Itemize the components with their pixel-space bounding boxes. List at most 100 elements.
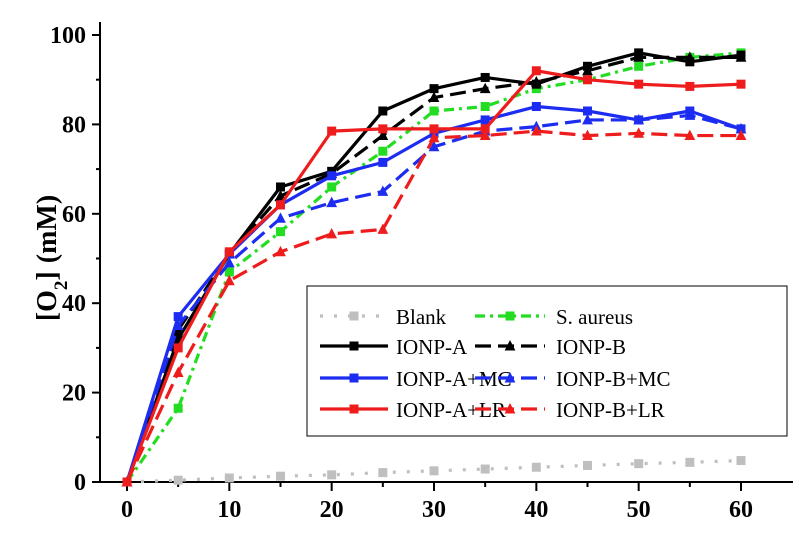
data-point-ionp-a-lr xyxy=(429,124,439,134)
data-point-ionp-a-lr xyxy=(480,124,490,134)
legend-label-blank: Blank xyxy=(396,305,447,329)
series-ionp-a-lr xyxy=(122,66,746,487)
data-point-ionp-b-lr xyxy=(326,227,338,239)
series-ionp-b-lr xyxy=(121,125,747,487)
data-point-ionp-a xyxy=(173,334,183,344)
x-tick-label: 30 xyxy=(422,497,446,523)
data-point-ionp-a-mc xyxy=(531,102,541,112)
data-point-ionp-b-mc xyxy=(275,212,286,223)
x-tick-label: 40 xyxy=(524,497,548,523)
data-point-ionp-b-mc xyxy=(326,196,338,208)
data-point-ionp-b-mc xyxy=(582,113,593,125)
data-point-ionp-a-lr xyxy=(634,79,644,89)
data-point-ionp-b xyxy=(684,51,696,62)
x-tick-label: 20 xyxy=(320,497,344,523)
y-axis-title-close: ] xyxy=(32,271,63,280)
data-point-blank xyxy=(224,473,234,483)
legend: Blank S. aureus IONP-A IONP-B IONP-A+MC IONP-… xyxy=(306,285,788,437)
legend-label-ionp-b: IONP-B xyxy=(556,335,626,359)
legend-entry-s-aureus: S. aureus xyxy=(475,305,633,329)
data-point-blank xyxy=(173,475,183,485)
legend-label-ionp-a: IONP-A xyxy=(396,335,468,359)
legend-label-ionp-a-mc: IONP-A+MC xyxy=(396,367,512,391)
data-point-ionp-a-lr xyxy=(327,126,337,136)
data-point-ionp-a-mc xyxy=(327,171,337,181)
y-axis-title-unit: (mM) xyxy=(32,195,63,263)
data-point-blank xyxy=(276,471,285,481)
data-point-ionp-a-mc xyxy=(480,115,490,125)
data-point-ionp-a-lr xyxy=(378,124,388,134)
axes: 0 10 20 30 40 50 60 0 20 40 60 80 100 xyxy=(50,22,793,523)
data-point-ionp-b xyxy=(377,129,389,141)
legend-entry-ionp-a: IONP-A xyxy=(320,335,468,359)
data-point-ionp-b-lr xyxy=(582,129,593,141)
data-point-s-aureus xyxy=(173,403,183,413)
legend-label-ionp-b-mc: IONP-B+MC xyxy=(556,367,671,391)
data-point-ionp-b-mc xyxy=(428,140,440,152)
data-point-s-aureus xyxy=(429,106,439,116)
data-point-ionp-a-lr xyxy=(173,343,183,353)
data-point-blank xyxy=(429,466,439,476)
data-point-ionp-b-lr xyxy=(735,129,747,141)
legend-marker-ionp-a-mc xyxy=(349,373,359,383)
y-tick-label: 20 xyxy=(62,381,86,407)
data-point-ionp-b-lr xyxy=(684,129,696,141)
data-point-ionp-b-lr xyxy=(223,274,235,286)
data-point-ionp-b-lr xyxy=(633,127,645,138)
y-tick-label: 60 xyxy=(62,202,86,228)
data-point-s-aureus xyxy=(327,182,337,192)
data-point-ionp-b-lr xyxy=(121,476,133,487)
data-point-ionp-a-lr xyxy=(531,66,541,76)
y-tick-label: 100 xyxy=(50,23,86,49)
data-point-s-aureus xyxy=(634,61,644,71)
x-tick-label: 50 xyxy=(627,497,651,523)
x-tick-label: 60 xyxy=(729,497,753,523)
data-point-ionp-a xyxy=(378,106,388,116)
data-point-ionp-b-lr xyxy=(275,245,286,257)
legend-entry-ionp-a-lr: IONP-A+LR xyxy=(320,398,506,422)
data-point-blank xyxy=(480,464,490,474)
data-point-ionp-a-lr xyxy=(224,247,234,257)
legend-marker-blank xyxy=(349,311,359,321)
data-point-ionp-b xyxy=(633,51,645,62)
data-point-ionp-b xyxy=(735,51,747,62)
data-point-blank xyxy=(634,459,644,469)
y-tick-label: 40 xyxy=(62,291,86,317)
data-point-s-aureus xyxy=(224,267,234,277)
data-point-ionp-b xyxy=(582,64,593,76)
data-point-ionp-b-lr xyxy=(479,129,491,141)
data-point-s-aureus xyxy=(378,146,388,156)
legend-entry-ionp-b-mc: IONP-B+MC xyxy=(475,367,671,391)
legend-box xyxy=(306,285,788,437)
x-tick-label: 10 xyxy=(217,497,241,523)
data-point-s-aureus xyxy=(480,102,490,112)
data-point-ionp-b xyxy=(530,75,542,87)
y-tick-label: 80 xyxy=(62,112,86,138)
data-point-ionp-b xyxy=(275,189,286,201)
data-point-ionp-a xyxy=(429,84,439,94)
data-point-ionp-a xyxy=(480,72,490,82)
data-point-ionp-b-mc xyxy=(684,109,696,120)
legend-marker-ionp-b-lr xyxy=(504,403,516,414)
data-point-ionp-a-lr xyxy=(685,81,695,91)
data-point-ionp-b-mc xyxy=(223,257,235,268)
legend-entry-ionp-b: IONP-B xyxy=(475,335,626,359)
legend-label-s-aureus: S. aureus xyxy=(556,305,633,329)
data-point-blank xyxy=(531,462,541,472)
data-point-s-aureus xyxy=(276,227,285,237)
data-point-ionp-b-mc xyxy=(377,185,389,196)
legend-entry-ionp-b-lr: IONP-B+LR xyxy=(475,398,665,422)
data-point-blank xyxy=(736,456,746,466)
data-point-ionp-b-lr xyxy=(172,366,184,377)
legend-marker-ionp-b xyxy=(504,340,516,351)
data-point-ionp-b-mc xyxy=(735,122,747,134)
data-point-ionp-b xyxy=(428,91,440,103)
data-point-blank xyxy=(583,460,592,470)
series-layer xyxy=(121,48,747,487)
legend-entry-ionp-a-mc: IONP-A+MC xyxy=(320,367,512,391)
y-axis-title-subscript: 2 xyxy=(51,281,72,291)
y-axis-title: [O2] (mM) xyxy=(32,195,72,321)
data-point-ionp-b-mc xyxy=(172,319,184,331)
data-point-ionp-b-lr xyxy=(428,131,440,143)
